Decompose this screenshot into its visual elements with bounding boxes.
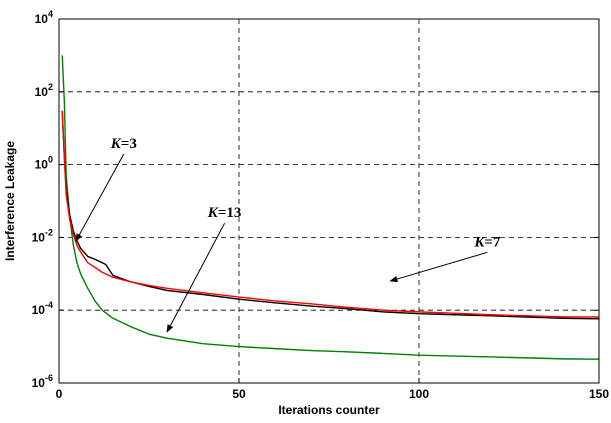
annotation-label: K=3 (110, 136, 137, 152)
y-tick-exponent: -2 (45, 227, 53, 237)
y-tick-label: 104 (35, 9, 53, 26)
annotation-symbol: K (473, 234, 485, 250)
y-tick-base: 10 (35, 12, 49, 26)
y-tick-label: 100 (35, 155, 53, 172)
y-tick-label: 10-6 (32, 373, 53, 390)
x-axis-title: Iterations counter (278, 403, 380, 417)
y-tick-base: 10 (35, 158, 49, 172)
y-tick-exponent: -4 (45, 300, 53, 310)
annotation-arrow (389, 251, 488, 283)
y-tick-base: 10 (32, 303, 46, 317)
y-tick-base: 10 (35, 85, 49, 99)
plot-frame (58, 18, 600, 384)
y-tick-base: 10 (32, 376, 46, 390)
annotation-arrow (75, 153, 125, 242)
y-tick-label: 10-4 (32, 300, 53, 317)
series-line-0 (61, 55, 600, 360)
y-tick-label: 10-2 (32, 227, 53, 244)
annotation-label: K=13 (207, 205, 242, 221)
series-line-2 (61, 110, 600, 318)
y-tick-base: 10 (32, 230, 46, 244)
y-tick-exponent: 0 (48, 155, 53, 165)
y-tick-exponent: 2 (48, 82, 53, 92)
y-tick-exponent: -6 (45, 373, 53, 383)
annotation-value: =7 (484, 234, 501, 250)
y-axis-title: Interference Leakage (3, 141, 17, 261)
annotation-arrow (166, 222, 226, 333)
series-layer (61, 55, 600, 360)
x-tick-label: 50 (232, 387, 246, 401)
annotation-label: K=7 (473, 234, 501, 250)
grid (59, 19, 599, 383)
series-line-1 (61, 110, 600, 320)
x-tick-label: 0 (56, 387, 63, 401)
x-tick-label: 100 (409, 387, 429, 401)
plot-background (59, 19, 599, 383)
annotations: K=3K=13K=7 (75, 136, 501, 333)
y-tick-label: 102 (35, 82, 53, 99)
annotation-symbol: K (207, 205, 219, 221)
annotation-value: =13 (218, 205, 242, 221)
annotation-symbol: K (110, 136, 122, 152)
x-tick-label: 150 (589, 387, 609, 401)
annotation-value: =3 (121, 136, 137, 152)
y-tick-exponent: 4 (48, 9, 53, 19)
